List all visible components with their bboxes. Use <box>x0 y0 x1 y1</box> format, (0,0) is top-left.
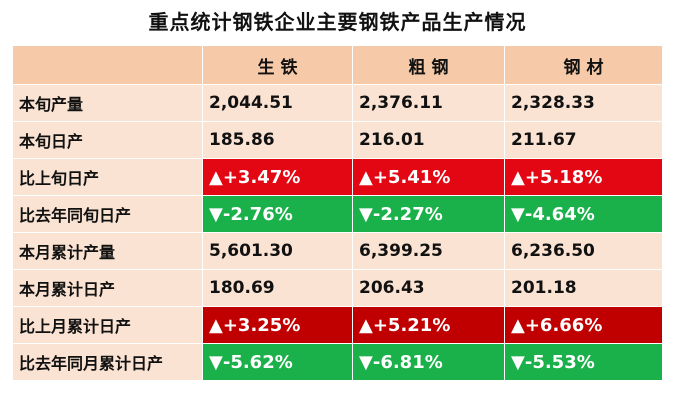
table-cell: ▲+5.18% <box>504 158 663 196</box>
table-cell: ▼-2.76% <box>202 195 353 233</box>
header-row: 生 铁 粗 钢 钢 材 <box>12 45 663 85</box>
table-row: 本旬日产 185.86 216.01 211.67 <box>12 121 663 159</box>
row-label: 比去年同月累计日产 <box>12 343 203 381</box>
table-cell: 2,044.51 <box>202 84 353 122</box>
table-cell: 2,328.33 <box>504 84 663 122</box>
table-cell: ▲+5.21% <box>352 306 505 344</box>
table-cell: ▼-6.81% <box>352 343 505 381</box>
table-row: 本月累计日产 180.69 206.43 201.18 <box>12 269 663 307</box>
table-cell: ▲+3.25% <box>202 306 353 344</box>
table-cell: 5,601.30 <box>202 232 353 270</box>
table-cell: ▼-2.27% <box>352 195 505 233</box>
table-row: 本月累计产量 5,601.30 6,399.25 6,236.50 <box>12 232 663 270</box>
table-row: 比去年同旬日产 ▼-2.76% ▼-2.27% ▼-4.64% <box>12 195 663 233</box>
table-cell: 211.67 <box>504 121 663 159</box>
table-row: 比上月累计日产 ▲+3.25% ▲+5.21% ▲+6.66% <box>12 306 663 344</box>
row-label: 比上月累计日产 <box>12 306 203 344</box>
table-cell: ▲+6.66% <box>504 306 663 344</box>
table-body: 本旬产量 2,044.51 2,376.11 2,328.33 本旬日产 185.86 21… <box>12 84 663 381</box>
header-crude-steel: 粗 钢 <box>352 45 505 85</box>
header-pig-iron: 生 铁 <box>202 45 353 85</box>
table-row: 本旬产量 2,044.51 2,376.11 2,328.33 <box>12 84 663 122</box>
row-label: 比去年同旬日产 <box>12 195 203 233</box>
table-cell: 206.43 <box>352 269 505 307</box>
table-cell: ▼-5.62% <box>202 343 353 381</box>
table-cell: 216.01 <box>352 121 505 159</box>
production-table: 生 铁 粗 钢 钢 材 本旬产量 2,044.51 2,376.11 2,328.33… <box>12 45 663 381</box>
row-label: 比上旬日产 <box>12 158 203 196</box>
table-title: 重点统计钢铁企业主要钢铁产品生产情况 <box>148 10 527 34</box>
table-cell: 185.86 <box>202 121 353 159</box>
table-cell: ▲+3.47% <box>202 158 353 196</box>
table-cell: ▼-4.64% <box>504 195 663 233</box>
row-label: 本旬产量 <box>12 84 203 122</box>
row-label: 本旬日产 <box>12 121 203 159</box>
table-cell: 6,236.50 <box>504 232 663 270</box>
table-cell: ▲+5.41% <box>352 158 505 196</box>
table-cell: 2,376.11 <box>352 84 505 122</box>
header-corner <box>12 45 203 85</box>
table-cell: 180.69 <box>202 269 353 307</box>
header-steel-products: 钢 材 <box>504 45 663 85</box>
table-cell: 6,399.25 <box>352 232 505 270</box>
table-cell: ▼-5.53% <box>504 343 663 381</box>
row-label: 本月累计产量 <box>12 232 203 270</box>
table-row: 比上旬日产 ▲+3.47% ▲+5.41% ▲+5.18% <box>12 158 663 196</box>
table-row: 比去年同月累计日产 ▼-5.62% ▼-6.81% ▼-5.53% <box>12 343 663 381</box>
row-label: 本月累计日产 <box>12 269 203 307</box>
table-cell: 201.18 <box>504 269 663 307</box>
